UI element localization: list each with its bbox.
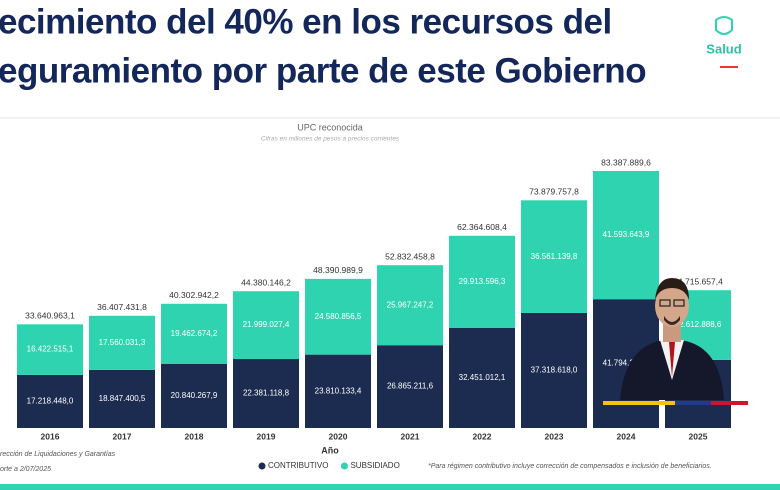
source: rección de Liquidaciones y Garantías — [0, 451, 116, 458]
bar-segment — [521, 200, 587, 313]
x-tick-label: 2019 — [257, 431, 276, 441]
bar-segment — [161, 363, 227, 428]
total-label: 52.832.458,8 — [385, 251, 435, 261]
x-tick-label: 2017 — [113, 431, 132, 441]
bar-segment — [17, 374, 83, 428]
bar-segment — [521, 312, 587, 428]
legend-label: CONTRIBUTIVO — [268, 461, 328, 470]
value-label: 24.580.856,5 — [315, 312, 362, 321]
x-tick-label: 2025 — [689, 431, 708, 441]
source: orte a 2/07/2025 — [0, 466, 51, 473]
total-label: 44.380.146,2 — [241, 277, 291, 287]
accent — [720, 66, 738, 68]
bar-segment — [377, 345, 443, 428]
value-label: 16.422.515,1 — [27, 345, 74, 354]
total-label: 33.640.963,1 — [25, 311, 75, 321]
total-label: 83.387.889,6 — [601, 157, 651, 167]
x-tick-label: 2018 — [185, 431, 204, 441]
legend-swatch — [258, 462, 266, 470]
bar-segment — [305, 354, 371, 428]
total-label: 48.390.989,9 — [313, 265, 363, 275]
value-label: 22.612.888,6 — [675, 320, 722, 329]
bar-segment — [449, 235, 515, 328]
value-label: 19.462.674,2 — [171, 329, 218, 338]
chart-subtitle: Cifras en millones de pesos a precios co… — [261, 136, 400, 143]
value-label: 21.999.027,4 — [243, 320, 290, 329]
value-label: 17.218.448,0 — [27, 397, 74, 406]
value-label: 32.451.012,1 — [459, 373, 506, 382]
bar-segment — [233, 359, 299, 428]
value-label: 17.560.031,3 — [99, 338, 146, 347]
legend-swatch — [340, 462, 348, 470]
title-line: ecimiento del 40% en los recursos del — [0, 2, 612, 41]
value-label: 26.865.211,6 — [387, 382, 434, 391]
value-label: 22.381.118,8 — [243, 389, 290, 398]
flag-blue — [675, 401, 711, 405]
bar-segment — [233, 291, 299, 360]
bar-segment — [161, 303, 227, 364]
x-tick-label: 2024 — [617, 431, 636, 441]
value-label: 29.913.596,3 — [459, 277, 506, 286]
flag-red — [711, 401, 748, 405]
x-tick-label: 2021 — [401, 431, 420, 441]
value-label: 20.840.267,9 — [171, 391, 218, 400]
x-tick-label: 2020 — [329, 431, 348, 441]
bar-segment — [449, 327, 515, 428]
value-label: 37.318.618,0 — [531, 366, 578, 375]
x-tick-label: 2022 — [473, 431, 492, 441]
value-label: 41.593.643,9 — [603, 230, 650, 239]
total-label: 40.302.942,2 — [169, 290, 219, 300]
legend-label: SUBSIDIADO — [350, 461, 399, 470]
bar-segment — [17, 324, 83, 375]
value-label: 36.561.139,8 — [531, 252, 578, 261]
x-axis-label: Año — [321, 445, 339, 455]
value-label: 18.847.400,5 — [99, 394, 146, 403]
chart-title: UPC reconocida — [297, 122, 363, 132]
x-tick-label: 2023 — [545, 431, 564, 441]
total-label: 36.407.431,8 — [97, 302, 147, 312]
title-line: eguramiento por parte de este Gobierno — [0, 51, 646, 90]
bar-segment — [89, 369, 155, 428]
footnote: *Para régimen contributivo incluye corre… — [428, 463, 712, 470]
bar-segment — [377, 265, 443, 346]
bar-segment — [89, 315, 155, 370]
value-label: 41.794.245,7 — [603, 359, 650, 368]
flag-yellow — [603, 401, 675, 405]
logo-text: Salud — [706, 41, 741, 56]
presenter — [620, 278, 724, 400]
value-label: 23.810.133,4 — [315, 386, 362, 395]
bottom-strip — [0, 484, 780, 490]
value-label: 25.967.247,2 — [387, 300, 434, 309]
total-label: 73.879.757,8 — [529, 187, 579, 197]
x-tick-label: 2016 — [41, 431, 60, 441]
total-label: 44.715.657,4 — [673, 276, 723, 286]
total-label: 62.364.608,4 — [457, 222, 507, 232]
bar-segment — [305, 278, 371, 355]
bar-segment — [593, 171, 659, 300]
logo-icon — [715, 16, 733, 35]
